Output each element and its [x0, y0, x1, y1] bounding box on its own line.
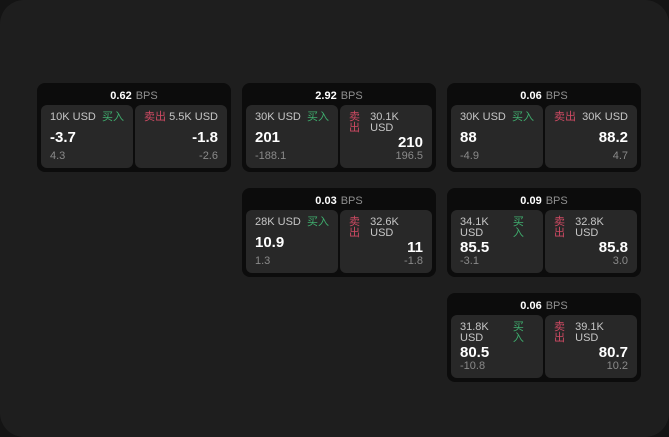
- sell-amount: 30.1K USD: [370, 111, 399, 134]
- sell-tag: 卖出: [554, 216, 565, 239]
- bps-unit-label: BPS: [545, 194, 568, 207]
- buy-amount: 30K USD: [460, 111, 506, 123]
- bps-header: 2.92 BPS: [246, 87, 432, 105]
- sell-delta: -1.8: [404, 255, 423, 267]
- buy-price: 85.5: [460, 239, 490, 256]
- bps-value: 0.06: [520, 89, 542, 102]
- spread-card[interactable]: 0.62 BPS 10K USD 买入 -3.7 4.3 卖出 5.5K USD: [37, 83, 231, 172]
- bps-header: 0.06 BPS: [451, 297, 637, 315]
- quote-pair: 28K USD 买入 10.9 1.3 卖出 32.6K USD 11 -1.8: [246, 210, 432, 273]
- buy-amount: 31.8K USD: [460, 321, 489, 344]
- bps-value: 0.09: [520, 194, 542, 207]
- spread-card[interactable]: 0.06 BPS 31.8K USD 买入 80.5 -10.8 卖出 39.1…: [447, 293, 641, 382]
- buy-quote[interactable]: 34.1K USD 买入 85.5 -3.1: [451, 210, 543, 273]
- bps-unit-label: BPS: [340, 194, 363, 207]
- sell-quote[interactable]: 卖出 39.1K USD 80.7 10.2: [545, 315, 637, 378]
- sell-quote[interactable]: 卖出 30.1K USD 210 196.5: [340, 105, 432, 168]
- sell-tag: 卖出: [554, 321, 565, 344]
- sell-tag: 卖出: [144, 111, 166, 123]
- bps-header: 0.62 BPS: [41, 87, 227, 105]
- sell-tag: 卖出: [349, 111, 360, 134]
- buy-quote[interactable]: 10K USD 买入 -3.7 4.3: [41, 105, 133, 168]
- spread-card[interactable]: 0.03 BPS 28K USD 买入 10.9 1.3 卖出 32.6K US…: [242, 188, 436, 277]
- buy-delta: 1.3: [255, 255, 271, 267]
- sell-price: 11: [407, 239, 423, 256]
- spread-card[interactable]: 0.09 BPS 34.1K USD 买入 85.5 -3.1 卖出 32.8K…: [447, 188, 641, 277]
- buy-tag: 买入: [512, 216, 524, 239]
- sell-amount: 39.1K USD: [575, 321, 604, 344]
- buy-price: 88: [460, 128, 477, 146]
- sell-delta: 4.7: [612, 150, 628, 162]
- quote-pair: 30K USD 买入 88 -4.9 卖出 30K USD 88.2 4.7: [451, 105, 637, 168]
- bps-value: 2.92: [315, 89, 337, 102]
- sell-price: 85.8: [598, 239, 628, 256]
- buy-delta: -3.1: [460, 255, 479, 267]
- bps-header: 0.06 BPS: [451, 87, 637, 105]
- buy-price: 201: [255, 128, 281, 146]
- buy-tag: 买入: [512, 111, 534, 123]
- buy-tag: 买入: [102, 111, 124, 123]
- sell-tag: 卖出: [554, 111, 576, 123]
- quote-pair: 31.8K USD 买入 80.5 -10.8 卖出 39.1K USD 80.…: [451, 315, 637, 378]
- buy-delta: -4.9: [460, 150, 479, 162]
- sell-delta: -2.6: [199, 150, 218, 162]
- buy-delta: 4.3: [50, 150, 66, 162]
- sell-quote[interactable]: 卖出 30K USD 88.2 4.7: [545, 105, 637, 168]
- sell-amount: 30K USD: [582, 111, 628, 123]
- spread-card[interactable]: 0.06 BPS 30K USD 买入 88 -4.9 卖出 30K USD: [447, 83, 641, 172]
- bps-unit-label: BPS: [135, 89, 158, 102]
- sell-price: 80.7: [598, 344, 628, 361]
- bps-unit-label: BPS: [340, 89, 363, 102]
- sell-quote[interactable]: 卖出 5.5K USD -1.8 -2.6: [135, 105, 227, 168]
- buy-tag: 买入: [307, 111, 329, 123]
- bps-value: 0.62: [110, 89, 132, 102]
- buy-quote[interactable]: 30K USD 买入 201 -188.1: [246, 105, 338, 168]
- quote-pair: 30K USD 买入 201 -188.1 卖出 30.1K USD 210 1…: [246, 105, 432, 168]
- buy-price: 10.9: [255, 233, 285, 251]
- buy-amount: 28K USD: [255, 216, 301, 228]
- quote-pair: 34.1K USD 买入 85.5 -3.1 卖出 32.8K USD 85.8…: [451, 210, 637, 273]
- bps-header: 0.03 BPS: [246, 192, 432, 210]
- sell-tag: 卖出: [349, 216, 360, 239]
- sell-quote[interactable]: 卖出 32.6K USD 11 -1.8: [340, 210, 432, 273]
- bps-value: 0.03: [315, 194, 337, 207]
- buy-tag: 买入: [512, 321, 524, 344]
- bps-header: 0.09 BPS: [451, 192, 637, 210]
- quote-pair: 10K USD 买入 -3.7 4.3 卖出 5.5K USD -1.8 -2.…: [41, 105, 227, 168]
- buy-tag: 买入: [307, 216, 329, 228]
- buy-delta: -188.1: [255, 150, 287, 162]
- sell-quote[interactable]: 卖出 32.8K USD 85.8 3.0: [545, 210, 637, 273]
- buy-amount: 34.1K USD: [460, 216, 489, 239]
- buy-quote[interactable]: 31.8K USD 买入 80.5 -10.8: [451, 315, 543, 378]
- buy-price: 80.5: [460, 344, 490, 361]
- bps-unit-label: BPS: [545, 299, 568, 312]
- bps-unit-label: BPS: [545, 89, 568, 102]
- sell-delta: 10.2: [606, 360, 628, 372]
- sell-amount: 32.8K USD: [575, 216, 604, 239]
- sell-delta: 196.5: [395, 150, 423, 162]
- buy-quote[interactable]: 30K USD 买入 88 -4.9: [451, 105, 543, 168]
- buy-delta: -10.8: [460, 360, 486, 372]
- sell-amount: 5.5K USD: [169, 111, 218, 123]
- sell-delta: 3.0: [612, 255, 628, 267]
- bps-value: 0.06: [520, 299, 542, 312]
- spread-card-grid: 0.62 BPS 10K USD 买入 -3.7 4.3 卖出 5.5K USD: [37, 83, 641, 382]
- sell-price: 210: [397, 134, 423, 151]
- spread-card[interactable]: 2.92 BPS 30K USD 买入 201 -188.1 卖出 30.1K …: [242, 83, 436, 172]
- sell-amount: 32.6K USD: [370, 216, 399, 239]
- sell-price: -1.8: [192, 128, 218, 146]
- sell-price: 88.2: [598, 128, 628, 146]
- buy-quote[interactable]: 28K USD 买入 10.9 1.3: [246, 210, 338, 273]
- buy-price: -3.7: [50, 128, 76, 146]
- buy-amount: 10K USD: [50, 111, 96, 123]
- buy-amount: 30K USD: [255, 111, 301, 123]
